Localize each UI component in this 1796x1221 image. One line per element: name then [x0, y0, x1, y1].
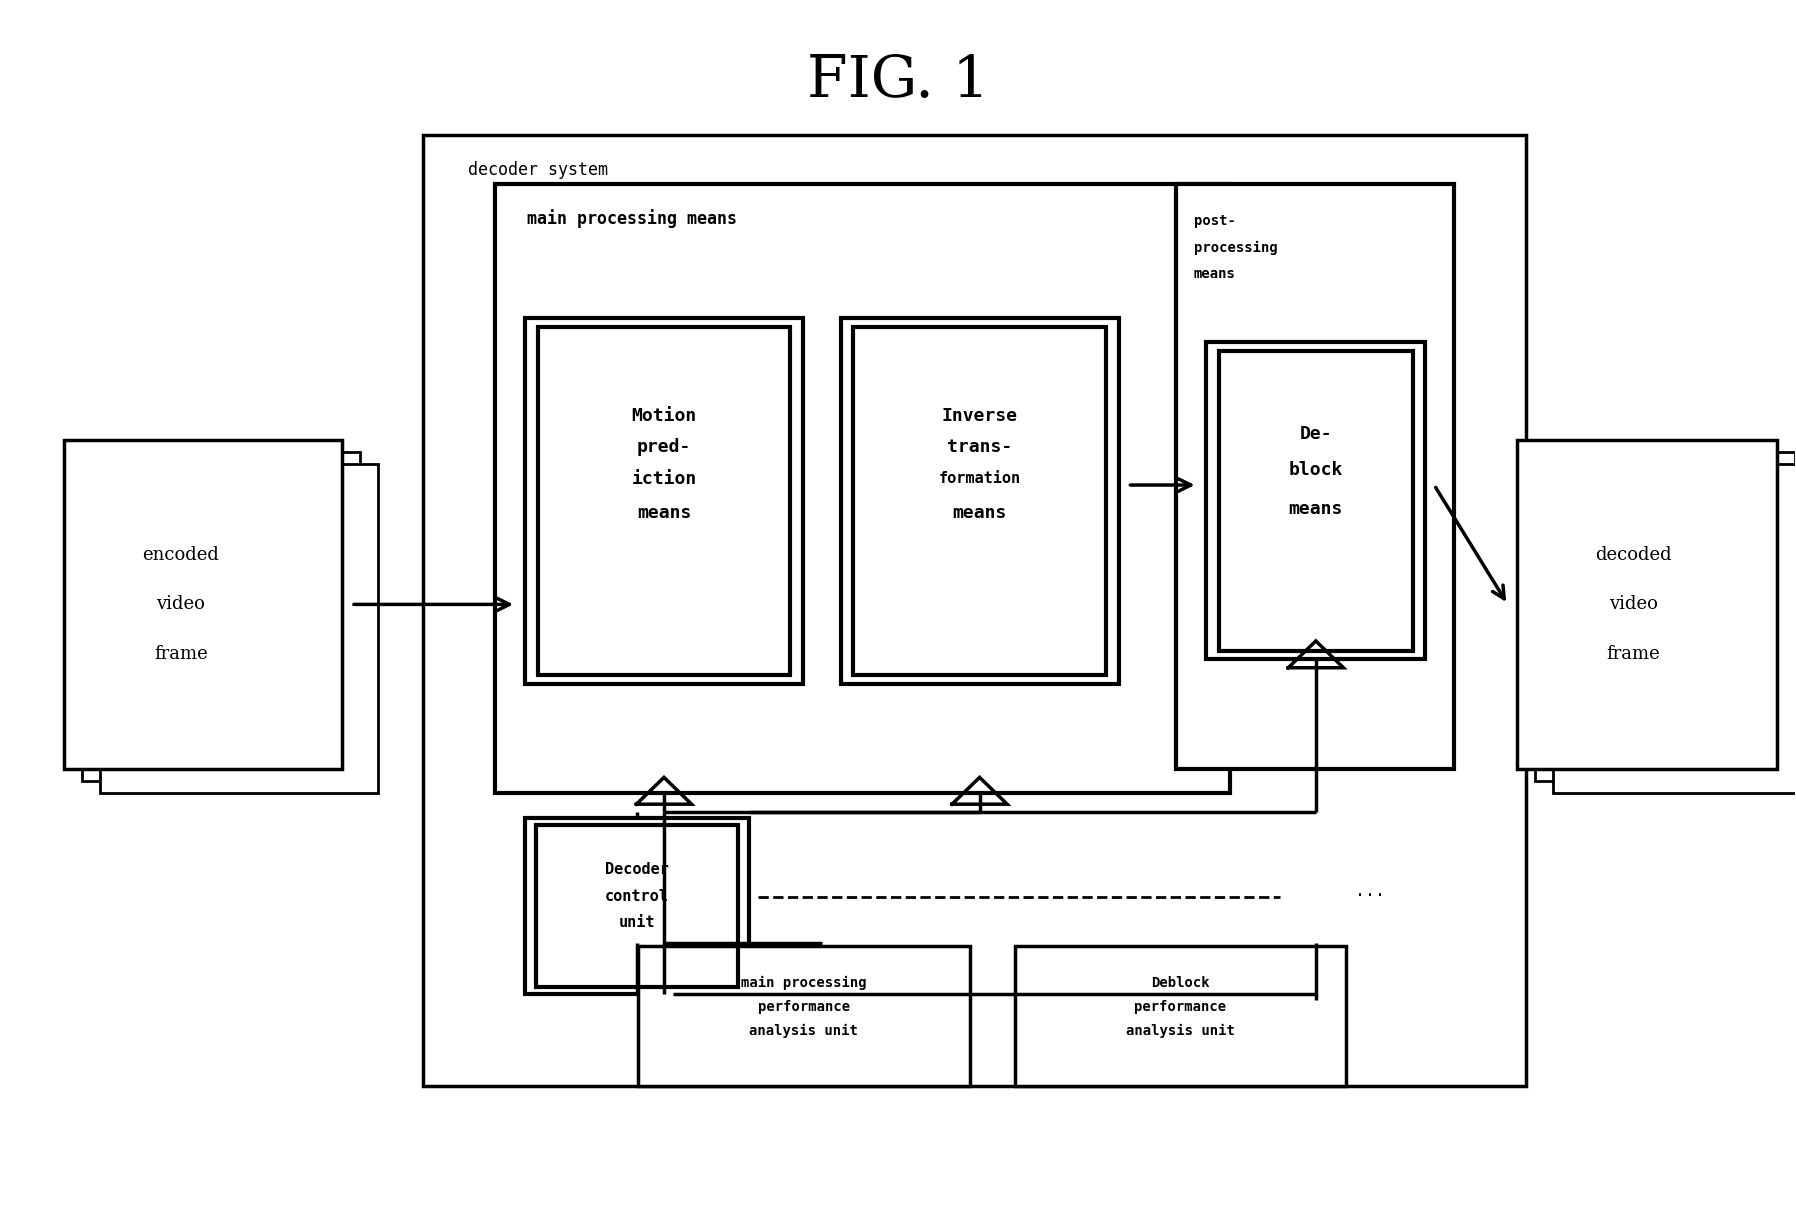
Text: video: video: [156, 596, 205, 613]
Text: main processing: main processing: [742, 976, 867, 990]
Text: post-: post-: [1194, 214, 1236, 227]
Text: means: means: [638, 504, 691, 523]
Bar: [1015, 945, 1347, 1085]
Text: Inverse: Inverse: [941, 407, 1018, 425]
Bar: [524, 818, 749, 994]
Bar: [1219, 350, 1413, 651]
Bar: [1176, 184, 1455, 769]
Text: processing: processing: [1194, 241, 1277, 254]
Text: FIG. 1: FIG. 1: [806, 53, 990, 109]
Bar: [83, 452, 359, 781]
Text: analysis unit: analysis unit: [1126, 1024, 1236, 1039]
Text: De-: De-: [1300, 425, 1333, 443]
Bar: [1552, 464, 1796, 794]
Text: unit: unit: [620, 916, 656, 930]
Bar: [524, 319, 803, 684]
Bar: [494, 184, 1230, 794]
Bar: [101, 464, 377, 794]
Text: control: control: [605, 889, 670, 904]
Text: iction: iction: [632, 470, 697, 488]
Bar: [1207, 343, 1426, 659]
Text: performance: performance: [1135, 1000, 1227, 1013]
Bar: [1516, 440, 1776, 769]
Text: encoded: encoded: [142, 546, 219, 564]
Text: formation: formation: [939, 471, 1020, 486]
Text: performance: performance: [758, 1000, 850, 1013]
Text: trans-: trans-: [946, 438, 1013, 457]
Text: pred-: pred-: [638, 438, 691, 457]
Text: decoded: decoded: [1595, 546, 1672, 564]
Text: video: video: [1609, 596, 1658, 613]
Text: ...: ...: [1354, 882, 1385, 900]
Text: means: means: [1290, 501, 1343, 519]
Bar: [537, 327, 790, 675]
Bar: [638, 945, 970, 1085]
Bar: [422, 136, 1525, 1085]
Text: main processing means: main processing means: [526, 209, 736, 228]
Bar: [535, 825, 738, 987]
Text: means: means: [1194, 267, 1236, 281]
Text: block: block: [1290, 462, 1343, 480]
Text: Deblock: Deblock: [1151, 976, 1211, 990]
Text: decoder system: decoder system: [467, 160, 607, 178]
Text: analysis unit: analysis unit: [749, 1024, 858, 1039]
Text: Motion: Motion: [632, 407, 697, 425]
Text: frame: frame: [1607, 645, 1661, 663]
Bar: [65, 440, 341, 769]
Text: frame: frame: [154, 645, 208, 663]
Text: means: means: [952, 504, 1008, 523]
Bar: [841, 319, 1119, 684]
Text: Decoder: Decoder: [605, 862, 670, 877]
Bar: [853, 327, 1106, 675]
Bar: [1534, 452, 1794, 781]
